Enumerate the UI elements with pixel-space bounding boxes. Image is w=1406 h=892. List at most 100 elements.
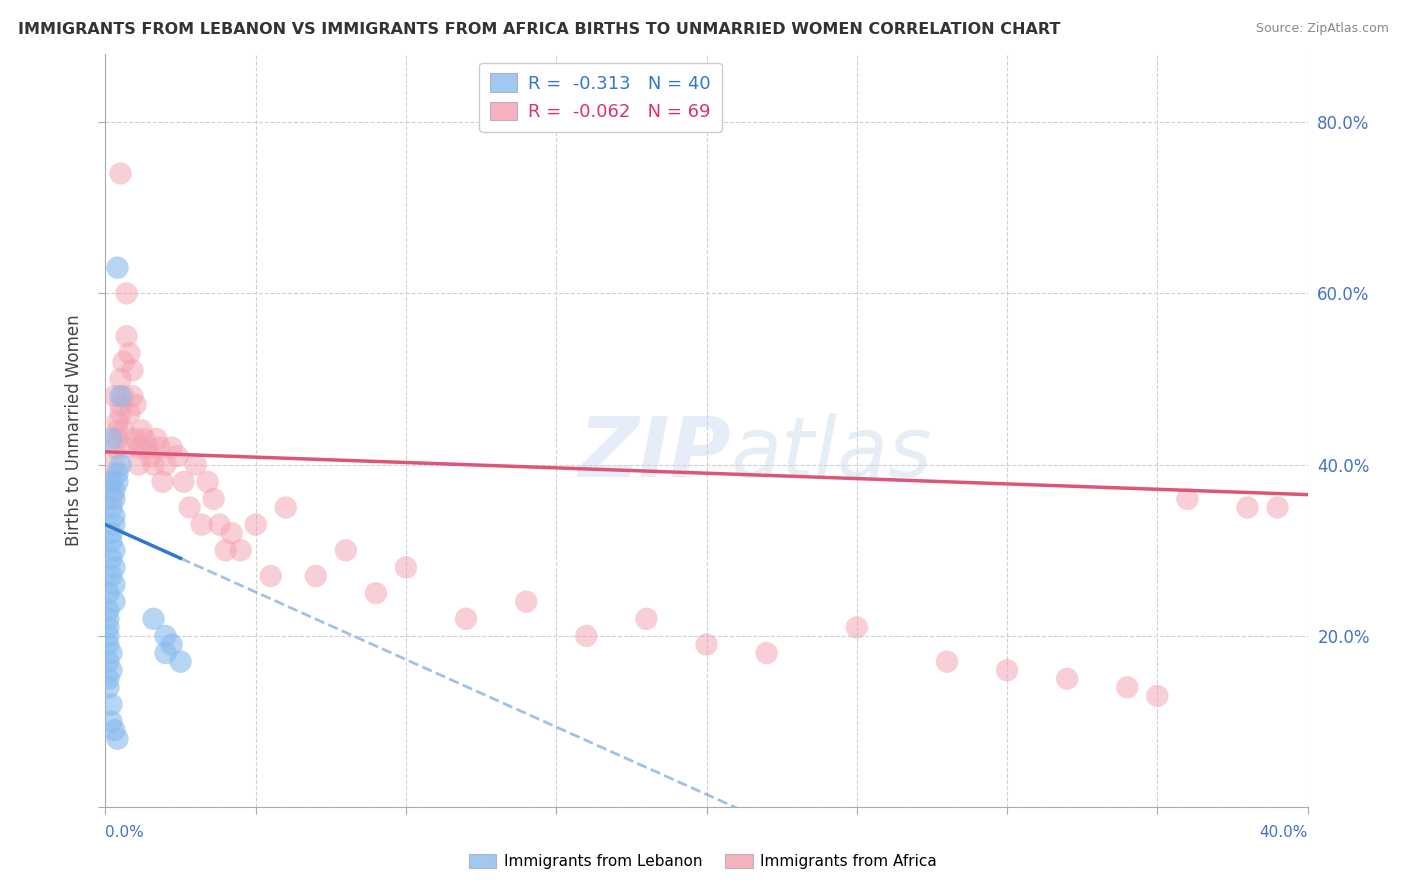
Point <box>107 424 129 438</box>
Point <box>107 432 129 446</box>
Point <box>107 415 129 429</box>
Y-axis label: Births to Unmarried Women: Births to Unmarried Women <box>65 315 83 546</box>
Point <box>274 500 297 515</box>
Point <box>1116 681 1139 695</box>
Point <box>97 629 120 643</box>
Point <box>696 638 718 652</box>
Point <box>136 441 159 455</box>
Text: Source: ZipAtlas.com: Source: ZipAtlas.com <box>1256 22 1389 36</box>
Point <box>112 389 135 403</box>
Point <box>229 543 252 558</box>
Point <box>110 406 132 420</box>
Point <box>97 681 120 695</box>
Point <box>152 475 174 489</box>
Point <box>110 458 132 472</box>
Point <box>115 441 138 455</box>
Point <box>335 543 357 558</box>
Point <box>97 603 120 617</box>
Point <box>110 166 132 180</box>
Point <box>845 620 868 634</box>
Point <box>121 389 143 403</box>
Point <box>454 612 477 626</box>
Point <box>155 458 177 472</box>
Point <box>100 646 122 660</box>
Point <box>107 731 129 746</box>
Text: atlas: atlas <box>731 412 932 493</box>
Point <box>121 363 143 377</box>
Point <box>103 543 125 558</box>
Point <box>97 620 120 634</box>
Point <box>107 475 129 489</box>
Point <box>260 569 283 583</box>
Legend: R =  -0.313   N = 40, R =  -0.062   N = 69: R = -0.313 N = 40, R = -0.062 N = 69 <box>479 62 721 132</box>
Point <box>145 432 167 446</box>
Point <box>1056 672 1078 686</box>
Text: 0.0%: 0.0% <box>105 825 145 839</box>
Point <box>100 714 122 729</box>
Point <box>97 655 120 669</box>
Point <box>112 424 135 438</box>
Point <box>103 509 125 524</box>
Point <box>103 491 125 506</box>
Point <box>995 663 1018 677</box>
Point <box>131 424 153 438</box>
Point <box>1146 689 1168 703</box>
Point <box>128 458 150 472</box>
Point <box>124 432 146 446</box>
Point <box>97 638 120 652</box>
Point <box>110 372 132 386</box>
Point <box>103 560 125 574</box>
Point <box>515 595 537 609</box>
Point <box>112 355 135 369</box>
Point <box>245 517 267 532</box>
Point <box>395 560 418 574</box>
Point <box>103 517 125 532</box>
Point <box>100 534 122 549</box>
Point <box>636 612 658 626</box>
Point <box>103 458 125 472</box>
Point <box>142 612 165 626</box>
Point <box>214 543 236 558</box>
Point <box>179 500 201 515</box>
Point <box>134 432 156 446</box>
Point <box>118 346 141 360</box>
Point <box>97 672 120 686</box>
Point <box>1236 500 1258 515</box>
Point <box>155 646 177 660</box>
Point <box>208 517 231 532</box>
Point <box>755 646 778 660</box>
Point <box>100 475 122 489</box>
Point <box>103 389 125 403</box>
Point <box>103 595 125 609</box>
Point <box>100 432 122 446</box>
Point <box>103 723 125 738</box>
Point <box>100 569 122 583</box>
Point <box>124 398 146 412</box>
Point <box>190 517 212 532</box>
Text: IMMIGRANTS FROM LEBANON VS IMMIGRANTS FROM AFRICA BIRTHS TO UNMARRIED WOMEN CORR: IMMIGRANTS FROM LEBANON VS IMMIGRANTS FR… <box>18 22 1060 37</box>
Point <box>364 586 387 600</box>
Point <box>166 449 188 463</box>
Point <box>139 449 162 463</box>
Point <box>160 441 183 455</box>
Point <box>107 260 129 275</box>
Point <box>128 441 150 455</box>
Point <box>148 441 170 455</box>
Legend: Immigrants from Lebanon, Immigrants from Africa: Immigrants from Lebanon, Immigrants from… <box>463 848 943 875</box>
Point <box>107 467 129 481</box>
Point <box>142 458 165 472</box>
Point <box>100 663 122 677</box>
Point <box>97 612 120 626</box>
Point <box>173 475 195 489</box>
Point <box>221 526 243 541</box>
Point <box>575 629 598 643</box>
Point <box>115 329 138 343</box>
Point <box>100 526 122 541</box>
Point <box>110 398 132 412</box>
Point <box>197 475 219 489</box>
Point <box>936 655 959 669</box>
Point <box>100 552 122 566</box>
Point <box>1267 500 1289 515</box>
Text: ZIP: ZIP <box>578 412 731 493</box>
Point <box>155 629 177 643</box>
